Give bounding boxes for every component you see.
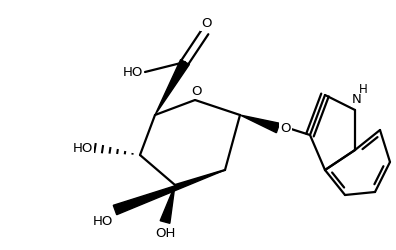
Polygon shape — [155, 60, 189, 115]
Polygon shape — [113, 170, 225, 215]
Text: N: N — [352, 93, 362, 106]
Text: HO: HO — [72, 142, 93, 154]
Text: HO: HO — [93, 215, 113, 228]
Polygon shape — [160, 185, 175, 223]
Text: OH: OH — [155, 227, 175, 240]
Text: O: O — [202, 17, 212, 30]
Text: H: H — [359, 83, 367, 96]
Text: O: O — [280, 122, 291, 134]
Text: O: O — [192, 85, 202, 98]
Text: HO: HO — [123, 66, 143, 78]
Polygon shape — [240, 115, 280, 133]
